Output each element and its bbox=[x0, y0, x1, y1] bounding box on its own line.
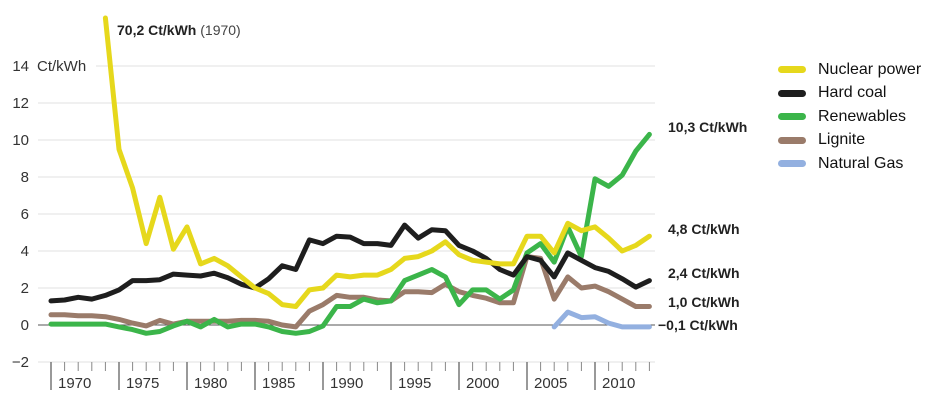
y-tick-label: −2 bbox=[12, 354, 29, 371]
x-tick-label: 1990 bbox=[330, 375, 363, 392]
legend-item-lignite: Lignite bbox=[778, 129, 921, 153]
legend-item-natural-gas: Natural Gas bbox=[778, 152, 921, 176]
y-tick-label: 4 bbox=[21, 243, 29, 260]
legend-swatch bbox=[778, 113, 806, 121]
annotation-year: (1970) bbox=[200, 22, 240, 38]
legend-item-renewables: Renewables bbox=[778, 105, 921, 129]
legend-label: Natural Gas bbox=[818, 154, 904, 172]
legend-swatch bbox=[778, 160, 806, 168]
legend-item-hard-coal: Hard coal bbox=[778, 82, 921, 106]
y-tick-label: 14 bbox=[12, 58, 29, 75]
x-tick-label: 1970 bbox=[58, 375, 91, 392]
legend: Nuclear power Hard coal Renewables Ligni… bbox=[778, 58, 921, 176]
y-tick-label: 0 bbox=[21, 317, 29, 334]
annotation-value: 70,2 Ct/kWh bbox=[117, 22, 200, 38]
legend-label: Lignite bbox=[818, 131, 866, 149]
y-tick-label: 6 bbox=[21, 206, 29, 223]
legend-item-nuclear: Nuclear power bbox=[778, 58, 921, 82]
x-tick-label: 1980 bbox=[194, 375, 227, 392]
legend-label: Renewables bbox=[818, 107, 907, 125]
series-line-natural-gas bbox=[551, 309, 652, 330]
x-tick-label: 2005 bbox=[534, 375, 567, 392]
y-tick-label: 12 bbox=[12, 95, 29, 112]
legend-swatch bbox=[778, 89, 806, 97]
end-label-hard-coal: 2,4 Ct/kWh bbox=[668, 265, 740, 281]
x-tick-label: 2010 bbox=[602, 375, 635, 392]
x-tick-label: 1985 bbox=[262, 375, 295, 392]
end-label-renewables: 10,3 Ct/kWh bbox=[668, 119, 747, 135]
y-axis-unit-label: Ct/kWh bbox=[37, 58, 86, 75]
end-label-nuclear-power: 4,8 Ct/kWh bbox=[668, 221, 740, 237]
series-line-hard-coal bbox=[48, 222, 652, 304]
y-tick-label: 10 bbox=[12, 132, 29, 149]
legend-swatch bbox=[778, 136, 806, 144]
y-tick-label: 8 bbox=[21, 169, 29, 186]
series-line-renewables bbox=[48, 131, 652, 336]
series-line-nuclear-power bbox=[102, 15, 652, 309]
x-tick-label: 1995 bbox=[398, 375, 431, 392]
legend-label: Hard coal bbox=[818, 84, 887, 102]
annotation-nuclear-peak: 70,2 Ct/kWh (1970) bbox=[117, 22, 241, 38]
legend-swatch bbox=[778, 66, 806, 74]
x-tick-label: 1975 bbox=[126, 375, 159, 392]
series-line-lignite bbox=[48, 254, 652, 330]
y-tick-label: 2 bbox=[21, 280, 29, 297]
end-label-lignite: 1,0 Ct/kWh bbox=[668, 294, 740, 310]
end-label-natural-gas: −0,1 Ct/kWh bbox=[658, 317, 738, 333]
x-tick-label: 2000 bbox=[466, 375, 499, 392]
legend-label: Nuclear power bbox=[818, 60, 922, 78]
